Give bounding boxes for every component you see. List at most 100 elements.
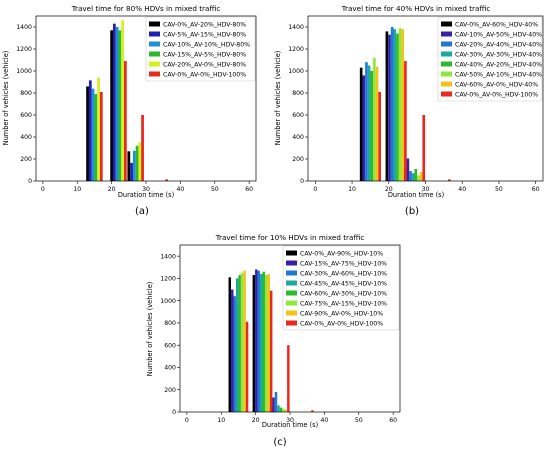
legend-swatch [441, 91, 452, 97]
legend-swatch [286, 290, 297, 296]
y-tick-label: 400 [20, 134, 32, 141]
y-tick-label: 1200 [160, 276, 176, 283]
y-tick-label: 200 [292, 156, 304, 163]
caption-b: (b) [405, 206, 419, 217]
x-tick-label: 40 [458, 186, 466, 193]
bar-2-2-0 [233, 296, 236, 412]
x-tick-label: 20 [108, 186, 116, 193]
legend-swatch [149, 71, 160, 77]
bar-2-5-1 [264, 275, 268, 412]
x-axis-label-a: Duration time (s) [118, 191, 174, 199]
y-tick-label: 600 [20, 112, 32, 119]
x-tick-label: 0 [313, 186, 317, 193]
legend-swatch [441, 61, 452, 67]
bar-0-1-0 [88, 80, 92, 181]
legend-swatch [286, 260, 297, 266]
legend-swatch [441, 41, 452, 47]
legend-label: CAV-0%_AV-0%_HDV-100% [300, 321, 383, 328]
y-tick-label: 800 [164, 320, 176, 327]
legend-label: CAV-0%_AV-60%_HDV-40% [455, 22, 538, 29]
bar-2-0-0 [228, 277, 232, 412]
bar-2-6-2 [284, 409, 288, 412]
y-tick-label: 1000 [288, 68, 304, 75]
bar-2-5-0 [240, 272, 244, 412]
y-tick-label: 1400 [160, 253, 176, 260]
bar-2-6-0 [243, 270, 246, 412]
y-tick-label: 400 [164, 365, 176, 372]
bar-1-6-0 [375, 66, 379, 181]
legend-swatch [441, 21, 452, 27]
y-tick-label: 1000 [160, 298, 176, 305]
x-tick-label: 50 [211, 186, 219, 193]
y-tick-label: 600 [292, 112, 304, 119]
bar-2-3-2 [277, 405, 280, 412]
bar-2-4-0 [238, 275, 241, 412]
legend-box [437, 16, 543, 102]
bar-1-5-0 [373, 57, 376, 181]
bar-2-2-1 [257, 270, 261, 412]
x-tick-label: 60 [245, 186, 253, 193]
bar-0-2-0 [91, 88, 95, 181]
x-tick-label: 30 [142, 186, 150, 193]
legend-label: CAV-0%_AV-0%_HDV-100% [455, 92, 538, 99]
caption-c: (c) [273, 437, 286, 448]
bar-1-0-0 [359, 67, 363, 181]
bar-2-7-0 [245, 321, 249, 412]
bar-0-4-2 [138, 142, 142, 181]
bar-0-2-1 [115, 27, 119, 181]
y-tick-label: 800 [20, 90, 32, 97]
bar-1-1-0 [362, 75, 366, 181]
bar-2-7-1 [269, 290, 273, 412]
legend-swatch [286, 280, 297, 286]
legend-label: CAV-30%_AV-30%_HDV-40% [455, 52, 542, 59]
bar-0-5-3 [165, 179, 168, 181]
y-tick-label: 1000 [16, 68, 32, 75]
x-tick-label: 60 [389, 417, 397, 424]
legend-label: CAV-0%_AV-20%_HDV-80% [163, 22, 246, 29]
bar-1-3-0 [367, 65, 371, 181]
x-tick-label: 50 [495, 186, 503, 193]
y-tick-label: 200 [20, 156, 32, 163]
legend-swatch [441, 81, 452, 87]
bar-1-4-0 [370, 71, 374, 181]
x-tick-label: 50 [355, 417, 363, 424]
x-axis-label-c: Duration time (s) [262, 421, 318, 429]
legend-swatch [286, 250, 297, 256]
y-tick-label: 0 [172, 409, 176, 416]
bar-1-1-2 [406, 158, 410, 181]
legend-box [145, 16, 256, 82]
y-tick-label: 1400 [16, 24, 32, 31]
legend-label: CAV-15%_AV-5%_HDV-80% [163, 52, 246, 59]
bar-1-7-2 [422, 115, 426, 181]
x-tick-label: 10 [217, 417, 225, 424]
legend-label: CAV-10%_AV-50%_HDV-40% [455, 32, 542, 39]
legend-box [282, 245, 400, 331]
bar-1-2-0 [365, 62, 368, 182]
bar-1-6-1 [401, 29, 405, 182]
legend-swatch [286, 320, 297, 326]
bar-2-1-0 [231, 289, 234, 412]
bar-0-0-0 [86, 86, 89, 181]
bar-2-6-1 [267, 273, 270, 412]
bar-0-2-2 [132, 150, 136, 181]
legend-label: CAV-40%_AV-20%_HDV-40% [455, 62, 542, 69]
legend-swatch [149, 41, 160, 47]
legend-label: CAV-30%_AV-60%_HDV-10% [300, 271, 387, 278]
caption-a: (a) [135, 206, 149, 217]
bar-1-7-3 [448, 179, 451, 181]
x-tick-label: 20 [252, 417, 260, 424]
y-tick-label: 1200 [288, 46, 304, 53]
bar-0-5-0 [99, 91, 103, 181]
legend-label: CAV-20%_AV-0%_HDV-80% [163, 62, 246, 69]
bar-2-1-2 [272, 397, 275, 412]
bar-1-7-1 [404, 61, 407, 181]
bar-2-7-3 [311, 410, 314, 412]
y-axis-label-c: Number of vehicles (vehicle) [146, 282, 154, 377]
bar-0-5-1 [124, 61, 127, 181]
legend-swatch [286, 300, 297, 306]
bar-2-3-1 [260, 273, 263, 412]
legend-swatch [441, 51, 452, 57]
